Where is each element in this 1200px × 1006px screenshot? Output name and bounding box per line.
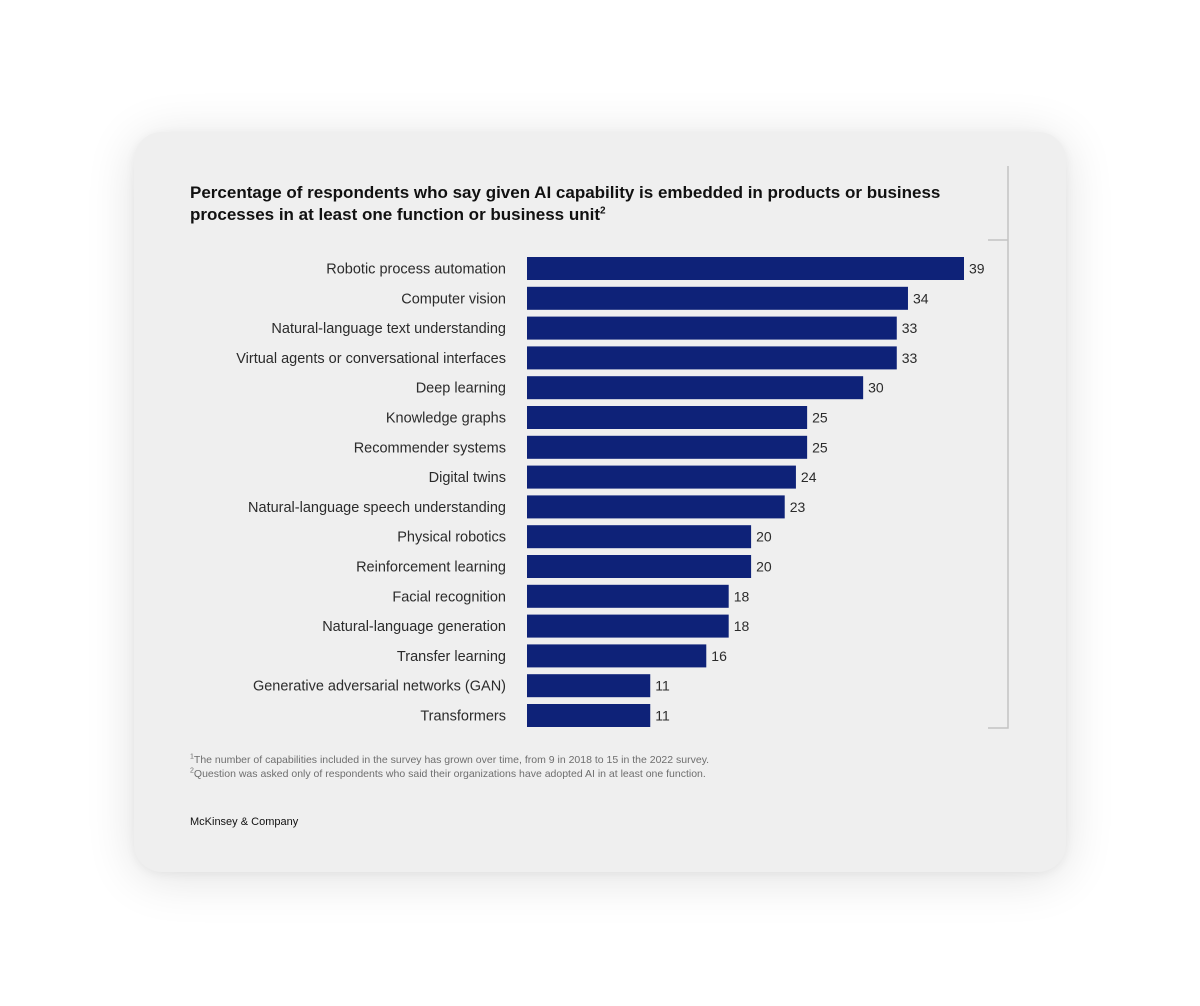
bar <box>527 525 752 549</box>
bar <box>527 555 752 578</box>
footnotes: 1The number of capabilities included in … <box>190 753 1010 781</box>
category-label: Natural-language generation <box>322 619 506 635</box>
title-footnote-mark: 2 <box>599 205 606 217</box>
bar <box>527 257 964 280</box>
value-label: 20 <box>756 559 772 575</box>
chart-card: Percentage of respondents who say given … <box>134 132 1066 872</box>
bar <box>527 495 785 519</box>
value-label: 33 <box>902 350 918 366</box>
category-label: Transformers <box>420 709 506 725</box>
value-label: 23 <box>790 499 806 515</box>
bar <box>527 614 729 638</box>
category-label: Robotic process automation <box>326 262 506 278</box>
value-label: 11 <box>655 678 670 694</box>
footnote-1: 1The number of capabilities included in … <box>190 753 710 767</box>
category-label: Natural-language text understanding <box>271 321 506 337</box>
category-label: Virtual agents or conversational interfa… <box>236 351 506 367</box>
category-label: Physical robotics <box>397 530 506 546</box>
bar <box>527 584 729 608</box>
category-label: Knowledge graphs <box>386 411 506 427</box>
value-label: 11 <box>655 708 670 724</box>
category-label: Recommender systems <box>354 440 506 456</box>
value-label: 20 <box>756 529 772 545</box>
bar <box>527 376 864 400</box>
category-label: Computer vision <box>401 291 506 307</box>
category-label: Generative adversarial networks (GAN) <box>253 679 506 695</box>
value-label: 16 <box>711 648 727 664</box>
bar <box>527 704 651 727</box>
category-label: Facial recognition <box>392 589 506 605</box>
source-brand: McKinsey & Company <box>190 816 299 828</box>
bar <box>527 286 908 310</box>
bar <box>527 406 808 429</box>
bar <box>527 346 897 370</box>
category-label: Reinforcement learning <box>356 560 506 576</box>
value-label: 18 <box>734 618 750 634</box>
category-label: Natural-language speech understanding <box>248 500 506 516</box>
bar <box>527 316 897 340</box>
value-label: 30 <box>868 380 884 396</box>
value-label: 39 <box>969 261 985 277</box>
scale-bracket <box>988 166 1009 729</box>
bar <box>527 674 651 698</box>
bar <box>527 465 796 489</box>
category-label: Digital twins <box>429 470 506 486</box>
category-label: Deep learning <box>416 381 506 397</box>
chart-title: Percentage of respondents who say given … <box>190 183 941 224</box>
bar <box>527 644 707 668</box>
footnote-2: 2Question was asked only of respondents … <box>190 767 706 781</box>
value-label: 25 <box>812 410 828 426</box>
bar-chart: Robotic process automation 39 Computer vis… <box>236 166 1009 729</box>
value-label: 25 <box>812 439 828 455</box>
value-label: 33 <box>902 320 918 336</box>
value-label: 18 <box>734 588 750 604</box>
category-label: Transfer learning <box>397 649 506 665</box>
bar <box>527 435 808 459</box>
value-label: 34 <box>913 290 929 306</box>
value-label: 24 <box>801 469 817 485</box>
